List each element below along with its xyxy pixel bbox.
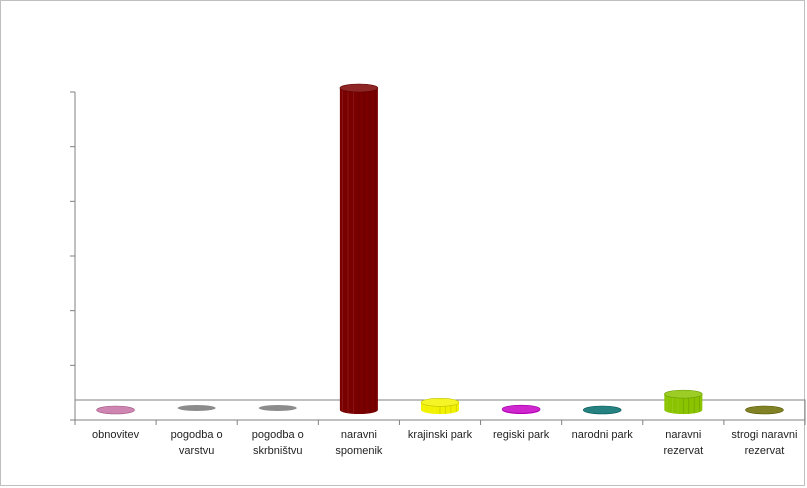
bar-2 <box>258 405 297 411</box>
bar-6 <box>582 405 622 415</box>
bar-5 <box>501 404 541 414</box>
category-label: rezervat <box>663 445 703 457</box>
category-label: naravni <box>341 429 377 441</box>
bar-1 <box>177 405 216 411</box>
bar-top <box>339 83 379 93</box>
category-label: obnovitev <box>92 429 140 441</box>
bar-top <box>582 405 622 415</box>
bar-8 <box>745 405 784 415</box>
category-label: strogi naravni <box>731 429 797 441</box>
bar-7 <box>664 389 703 414</box>
bar-top <box>745 405 784 415</box>
axes <box>70 91 806 425</box>
category-label: rezervat <box>745 445 785 457</box>
bar-4 <box>420 398 460 414</box>
bar-0 <box>96 405 135 415</box>
category-label: spomenik <box>335 445 383 457</box>
category-label: narodni park <box>572 429 634 441</box>
category-label: skrbništvu <box>253 445 303 457</box>
category-label: pogodba o <box>171 429 223 441</box>
bar-3 <box>339 83 379 414</box>
category-label: pogodba o <box>252 429 304 441</box>
bar-top <box>664 389 703 399</box>
bar-top <box>420 398 460 407</box>
category-label: krajinski park <box>408 429 473 441</box>
category-label: varstvu <box>179 445 214 457</box>
category-label: regiski park <box>493 429 550 441</box>
bars <box>96 83 784 415</box>
bar-top <box>96 405 135 415</box>
category-labels: obnovitev pogodba o varstvu pogodba o skrbni… <box>92 429 797 457</box>
category-label: naravni <box>665 429 701 441</box>
bar-top <box>501 404 541 414</box>
